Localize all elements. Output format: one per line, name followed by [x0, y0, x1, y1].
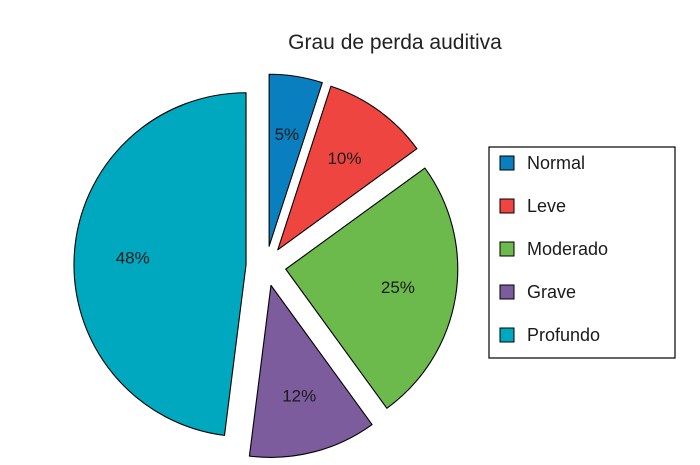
legend-label-grave: Grave — [527, 282, 576, 302]
pie-slice-moderado — [285, 167, 459, 409]
legend-swatch-profundo — [499, 327, 515, 343]
chart-title: Grau de perda auditiva — [288, 31, 502, 54]
pie-slice-grave — [248, 284, 373, 458]
legend-box — [488, 146, 676, 359]
legend-swatch-leve — [499, 198, 515, 214]
data-label-profundo: 48% — [116, 249, 150, 268]
legend-label-normal: Normal — [527, 153, 585, 173]
pie-slices — [73, 73, 459, 458]
legend-label-moderado: Moderado — [527, 239, 608, 259]
data-label-leve: 10% — [327, 149, 361, 168]
legend-label-profundo: Profundo — [527, 325, 600, 345]
pie-slice-normal — [268, 73, 323, 247]
data-label-grave: 12% — [282, 386, 316, 405]
data-label-normal: 5% — [275, 125, 300, 144]
legend-swatch-normal — [499, 155, 515, 171]
pie-slice-profundo — [73, 92, 247, 436]
legend-swatch-moderado — [499, 241, 515, 257]
data-label-moderado: 25% — [381, 278, 415, 297]
legend-label-leve: Leve — [527, 196, 566, 216]
pie-slice-leve — [277, 85, 418, 251]
pie-labels: 5% 10% 25% 12% 48% — [116, 125, 415, 405]
legend-swatch-grave — [499, 284, 515, 300]
legend: Normal Leve Moderado Grave Profundo — [488, 146, 676, 359]
